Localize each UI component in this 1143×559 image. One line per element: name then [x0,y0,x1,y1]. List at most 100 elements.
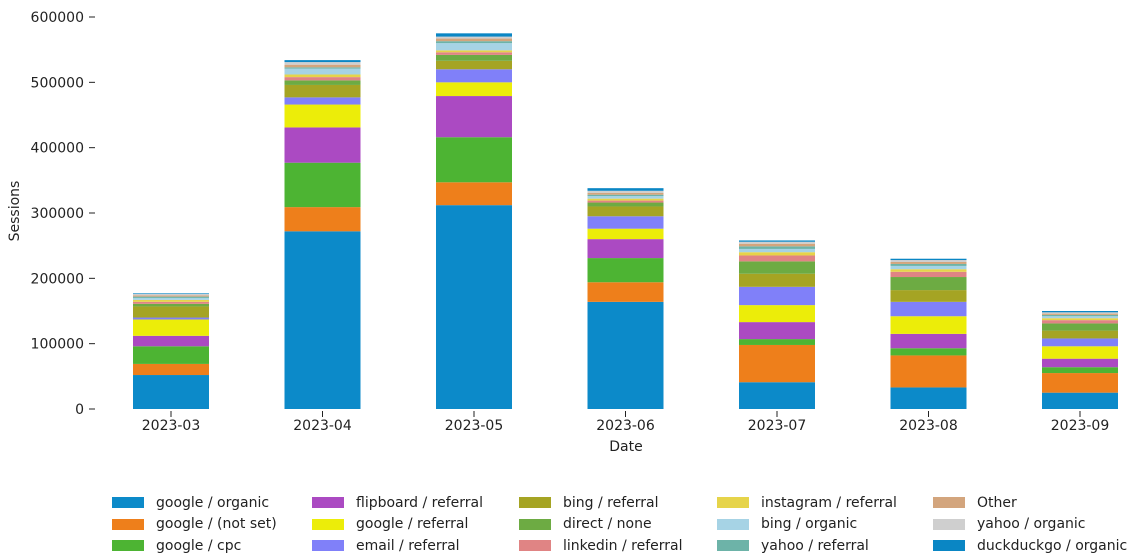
bar-segment [587,228,664,240]
bar-segment [739,246,815,249]
bar-segment [1042,358,1118,368]
legend-swatch [519,497,551,509]
bar-segment [284,162,361,208]
bar-segment [133,319,209,336]
legend-label: google / cpc [156,537,242,554]
y-tick-label: 500000 [31,75,84,91]
bar-segment [587,196,664,199]
bar-segment [739,252,815,256]
bar-segment [1042,373,1118,393]
bar-segment [1042,313,1118,315]
bar-segment [284,62,361,65]
bar-segment [1042,338,1118,347]
bar-segment [436,69,512,83]
bar-segment [890,387,967,409]
bar-segment [436,137,512,183]
bar-segment [739,241,815,244]
bar-segment [587,239,664,259]
bar-segment [1042,323,1118,331]
bars [133,33,1118,409]
legend-item: google / (not set) [112,514,312,536]
legend: google / organic google / (not set) google… [112,492,1142,558]
legend-swatch [717,540,749,552]
bar-segment [1042,330,1118,339]
bar-segment [436,33,512,37]
bar-segment [436,52,512,55]
bar-segment [284,60,361,63]
x-tick-label: 2023-09 [1051,418,1110,434]
bar-segment [284,97,361,105]
legend-label: duckduckgo / organic [977,537,1128,554]
legend-swatch [112,518,144,530]
legend-label: yahoo / referral [761,537,869,554]
legend-label: email / referral [356,537,460,554]
bar-segment [587,188,664,191]
bar-segment [436,82,512,97]
bar-segment [890,333,967,349]
y-tick-label: 400000 [31,141,84,157]
bar-segment [284,231,361,409]
bar-segment [284,68,361,75]
bar-segment [587,194,664,197]
bar-segment [890,262,967,264]
bar-segment [436,205,512,409]
bar-segment [739,248,815,253]
legend-label: direct / none [563,516,652,533]
bar-segment [436,41,512,44]
x-tick-label: 2023-08 [899,418,958,434]
bar-segment [436,43,512,51]
legend-swatch [933,518,965,530]
bar-segment [739,382,815,409]
bar-segment [133,317,209,320]
bar-segment [1042,320,1118,324]
bar-segment [284,84,361,98]
legend-swatch [519,518,551,530]
y-tick-label: 200000 [31,271,84,287]
bar-segment [890,316,967,334]
legend-item: google / cpc [112,535,312,557]
x-tick-label: 2023-05 [445,418,504,434]
legend-swatch [112,497,144,509]
bar-segment [739,261,815,274]
bar-segment [1042,318,1118,321]
legend-swatch [519,540,551,552]
bar-segment [1042,316,1118,319]
legend-item: flipboard / referral [312,492,519,514]
bar-segment [436,36,512,39]
y-axis: 0 100000 200000 300000 400000 500000 600000 [31,10,95,418]
legend-label: google / referral [356,516,469,533]
bar-segment [133,295,209,297]
legend-label: Other [977,494,1017,511]
legend-swatch [312,518,344,530]
bar-segment [739,344,815,383]
bar-segment [739,286,815,306]
bar-segment [890,290,967,302]
legend-swatch [933,540,965,552]
legend-item: yahoo / referral [717,535,933,557]
y-tick-label: 0 [75,402,84,418]
bar-segment [587,200,664,203]
bar-segment [436,50,512,53]
bar-segment [739,339,815,345]
bar-segment [890,263,967,266]
bar-segment [890,348,967,356]
legend-swatch [112,540,144,552]
bar-segment [739,240,815,242]
y-tick-label: 100000 [31,337,84,353]
legend-item: bing / organic [717,514,933,536]
bar-segment [284,104,361,128]
legend-item: instagram / referral [717,492,933,514]
bar-segment [284,127,361,163]
bar-segment [284,67,361,69]
bar-segment [284,64,361,68]
bar-segment [890,301,967,317]
bar-segment [133,299,209,302]
bar-segment [587,206,664,217]
bar-segment [1042,311,1118,313]
bar-segment [133,301,209,304]
legend-item: Other [933,492,1142,514]
legend-label: bing / organic [761,516,858,533]
bar-segment [133,296,209,298]
legend-swatch [312,540,344,552]
